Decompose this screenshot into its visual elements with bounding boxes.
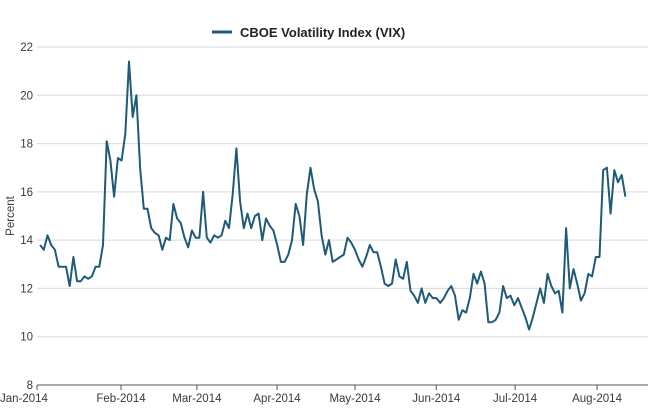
x-tick-label: Apr-2014 — [253, 393, 301, 405]
y-axis-title: Percent — [5, 195, 17, 235]
y-tick-label: 16 — [20, 187, 33, 199]
y-tick-label: 8 — [27, 380, 33, 392]
series-group — [39, 60, 627, 331]
x-tick-label: Jul-2014 — [493, 393, 538, 405]
y-tick-label: 20 — [20, 90, 33, 102]
x-tick-label: Feb-2014 — [96, 393, 146, 405]
y-tick-label: 12 — [20, 283, 33, 295]
x-tick-label: May-2014 — [329, 393, 381, 405]
y-tick-label: 10 — [20, 332, 33, 344]
y-tick-label: 18 — [20, 139, 33, 151]
legend-label: CBOE Volatility Index (VIX) — [240, 25, 405, 40]
y-tick-label: 14 — [20, 235, 33, 247]
y-tick-label: 22 — [20, 42, 33, 54]
x-tick-label: Aug-2014 — [572, 393, 622, 405]
x-tick-label: Mar-2014 — [172, 393, 222, 405]
x-tick-label: Jun-2014 — [412, 393, 461, 405]
x-tick-label: Jan-2014 — [0, 393, 49, 405]
x-axis-ticks: Jan-2014 Feb-2014 Mar-2014 Apr-2014 May-2014… — [0, 385, 623, 405]
legend: CBOE Volatility Index (VIX) — [212, 25, 405, 40]
series-line — [39, 60, 627, 331]
y-axis-ticks: 8 10 12 14 16 18 20 22 — [20, 42, 33, 392]
